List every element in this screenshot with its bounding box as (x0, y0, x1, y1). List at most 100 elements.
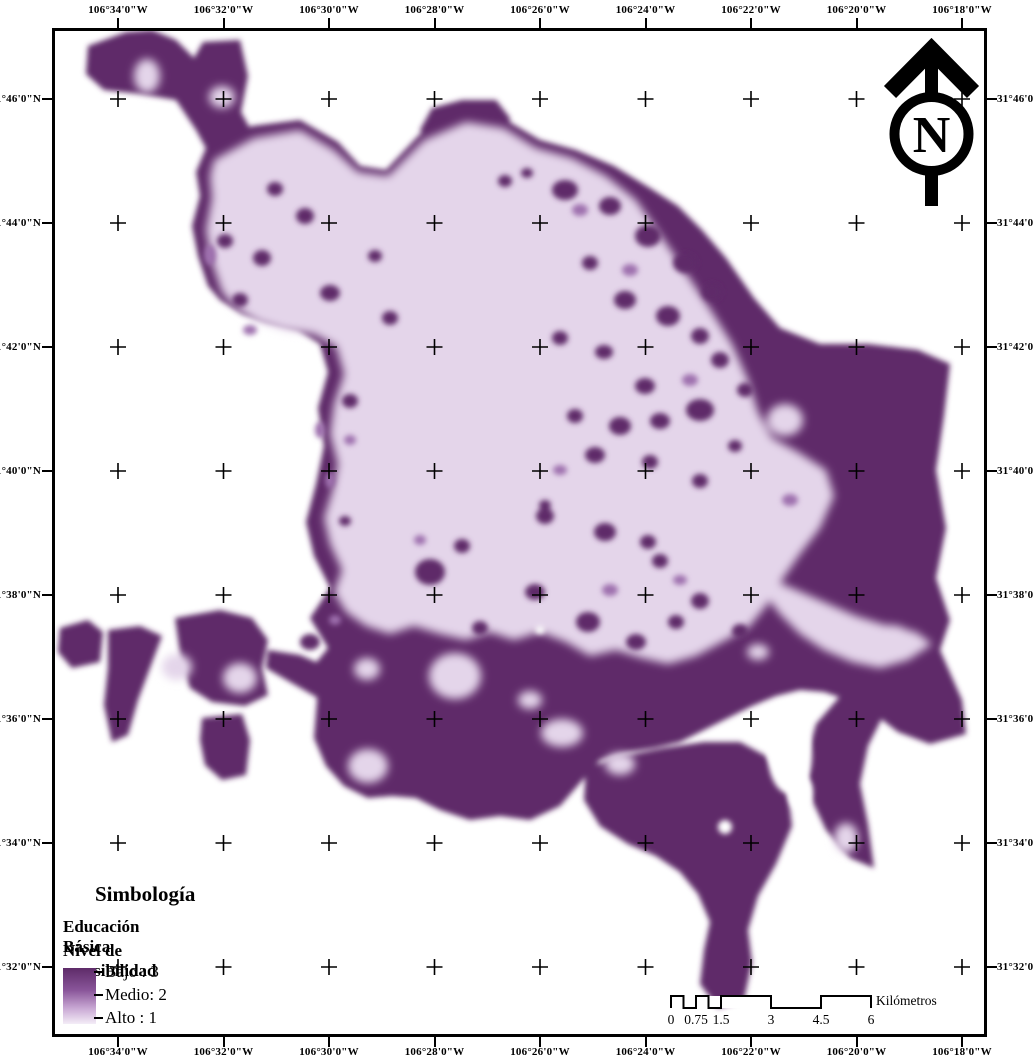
graticule-cross (743, 215, 759, 231)
graticule-cross (321, 91, 337, 107)
lon-tick-bottom (328, 1037, 330, 1047)
graticule-cross (215, 463, 232, 479)
graticule-cross (426, 587, 443, 603)
graticule-cross (321, 587, 337, 603)
lon-tick-top (433, 18, 436, 28)
lon-label-top: 106°28'0"W (404, 4, 465, 16)
graticule-cross (321, 339, 337, 355)
lon-label-bottom: 106°34'0"W (88, 1046, 148, 1058)
graticule-cross (954, 463, 970, 479)
graticule-cross (321, 215, 337, 231)
lat-label-left: 31°36'0"N (0, 713, 41, 725)
lat-tick-right (987, 842, 997, 844)
lat-tick-right (987, 346, 997, 348)
lon-tick-top (750, 18, 752, 28)
graticule-cross (110, 215, 126, 231)
lat-label-right: 31°34'0"N (997, 837, 1034, 849)
lon-tick-top (328, 18, 330, 28)
graticule-cross (110, 91, 126, 107)
lon-label-top: 106°30'0"W (299, 4, 359, 16)
lat-tick-right (987, 718, 997, 720)
legend-layer-name: Educación Básica (63, 917, 140, 956)
lon-tick-bottom (855, 1037, 858, 1047)
legend-item-bajo: Bajo : 3 (105, 962, 159, 981)
lon-label-bottom: 106°30'0"W (299, 1046, 359, 1058)
graticule-cross (321, 959, 337, 975)
lat-label-left: 31°38'0"N (0, 589, 41, 601)
graticule-cross (532, 463, 548, 479)
lat-label-left: 31°32'0"N (0, 961, 41, 973)
lat-label-right: 31°32'0"N (997, 961, 1034, 973)
scale-bar-unit: Kilómetros (876, 993, 937, 1008)
lat-tick-left (42, 470, 52, 472)
lon-label-bottom: 106°28'0"W (404, 1046, 465, 1058)
graticule-cross (532, 711, 548, 727)
lon-label-bottom: 106°24'0"W (615, 1046, 676, 1058)
graticule-cross (848, 339, 865, 355)
lat-tick-left (42, 98, 52, 100)
scale-bar-number: 1.5 (712, 1012, 730, 1027)
lon-tick-bottom (961, 1037, 963, 1047)
graticule-cross (532, 215, 548, 231)
graticule-cross (215, 835, 232, 851)
lat-label-left: 31°46'0"N (0, 93, 41, 105)
graticule-cross (848, 959, 865, 975)
graticule-cross (743, 587, 759, 603)
graticule-cross (215, 215, 232, 231)
graticule-cross (637, 959, 654, 975)
raster-white-gaps (535, 626, 813, 834)
lon-label-top: 106°26'0"W (510, 4, 570, 16)
legend-title: Simbología (95, 882, 196, 906)
raster-light-core (134, 59, 932, 853)
lat-label-left: 31°42'0"N (0, 341, 41, 353)
north-arrow-circle (889, 92, 974, 176)
graticule-cross (954, 339, 970, 355)
graticule-cross (743, 339, 759, 355)
graticule-cross (110, 711, 126, 727)
lon-tick-bottom (117, 1037, 119, 1047)
legend-gradient-swatch (63, 968, 96, 1024)
graticule-cross (215, 91, 232, 107)
lon-tick-top (644, 18, 647, 28)
graticule-cross (426, 463, 443, 479)
graticule-cross (954, 587, 970, 603)
scale-bar-number: 0.75 (684, 1012, 708, 1027)
scale-bar-outline (670, 995, 872, 1009)
graticule-cross (743, 959, 759, 975)
graticule-cross (110, 959, 126, 975)
scale-bar (670, 995, 872, 1009)
graticule-cross (954, 215, 970, 231)
lon-tick-bottom (644, 1037, 647, 1047)
graticule-cross (321, 711, 337, 727)
graticule-cross (637, 463, 654, 479)
graticule-cross (321, 835, 337, 851)
north-arrow-letter: N (913, 107, 951, 164)
scale-bar-number: 4.5 (812, 1012, 830, 1027)
legend-item-tick (94, 994, 103, 996)
raster-dark-spots (204, 168, 798, 650)
graticule-cross (743, 91, 759, 107)
lat-label-left: 31°34'0"N (0, 837, 41, 849)
lon-label-bottom: 106°20'0"W (826, 1046, 887, 1058)
lat-tick-left (42, 718, 52, 720)
legend-item-tick (94, 971, 103, 973)
graticule-cross (954, 91, 970, 107)
graticule-cross (848, 91, 865, 107)
graticule-cross (848, 835, 865, 851)
graticule-cross (848, 711, 865, 727)
graticule-crosses (110, 91, 970, 975)
scale-bar-number: 6 (867, 1012, 875, 1027)
graticule-cross (321, 463, 337, 479)
lon-label-top: 106°32'0"W (193, 4, 254, 16)
graticule-cross (426, 339, 443, 355)
lat-tick-left (42, 842, 52, 844)
lon-tick-top (117, 18, 119, 28)
north-arrow: N (883, 37, 980, 206)
legend-item-medio: Medio: 2 (105, 985, 167, 1004)
graticule-cross (848, 587, 865, 603)
graticule-cross (743, 711, 759, 727)
graticule-cross (532, 587, 548, 603)
graticule-cross (637, 91, 654, 107)
lat-label-right: 31°42'0"N (997, 341, 1034, 353)
